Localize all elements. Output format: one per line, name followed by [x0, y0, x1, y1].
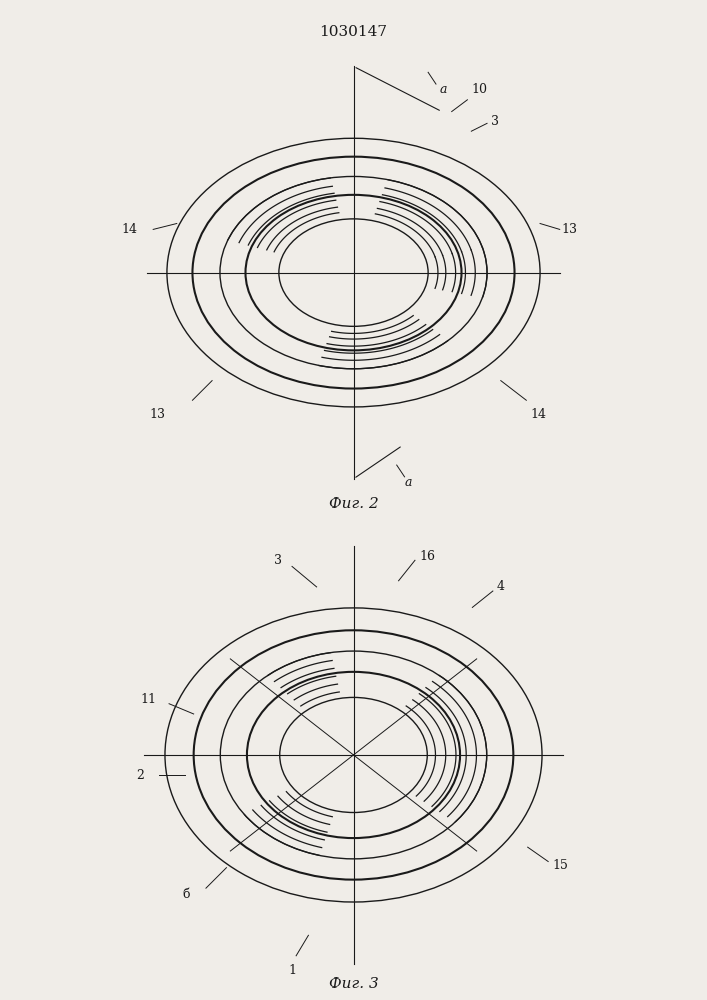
Text: 14: 14 [122, 223, 138, 236]
Text: 15: 15 [552, 859, 568, 872]
Text: a: a [440, 83, 448, 96]
Text: 10: 10 [472, 83, 487, 96]
Text: 3: 3 [274, 554, 282, 567]
Text: a: a [404, 476, 412, 489]
Text: 4: 4 [497, 580, 505, 593]
Text: Фиг. 3: Фиг. 3 [329, 977, 378, 991]
Text: Фиг. 2: Фиг. 2 [329, 497, 378, 511]
Text: 3: 3 [491, 115, 499, 128]
Text: 16: 16 [419, 550, 435, 563]
Text: б: б [182, 888, 189, 901]
Text: 13: 13 [149, 408, 165, 421]
Text: 11: 11 [141, 693, 157, 706]
Text: 13: 13 [561, 223, 578, 236]
Text: 14: 14 [530, 408, 547, 421]
Text: 1: 1 [288, 964, 296, 977]
Text: 2: 2 [136, 769, 144, 782]
Text: 1030147: 1030147 [320, 25, 387, 39]
